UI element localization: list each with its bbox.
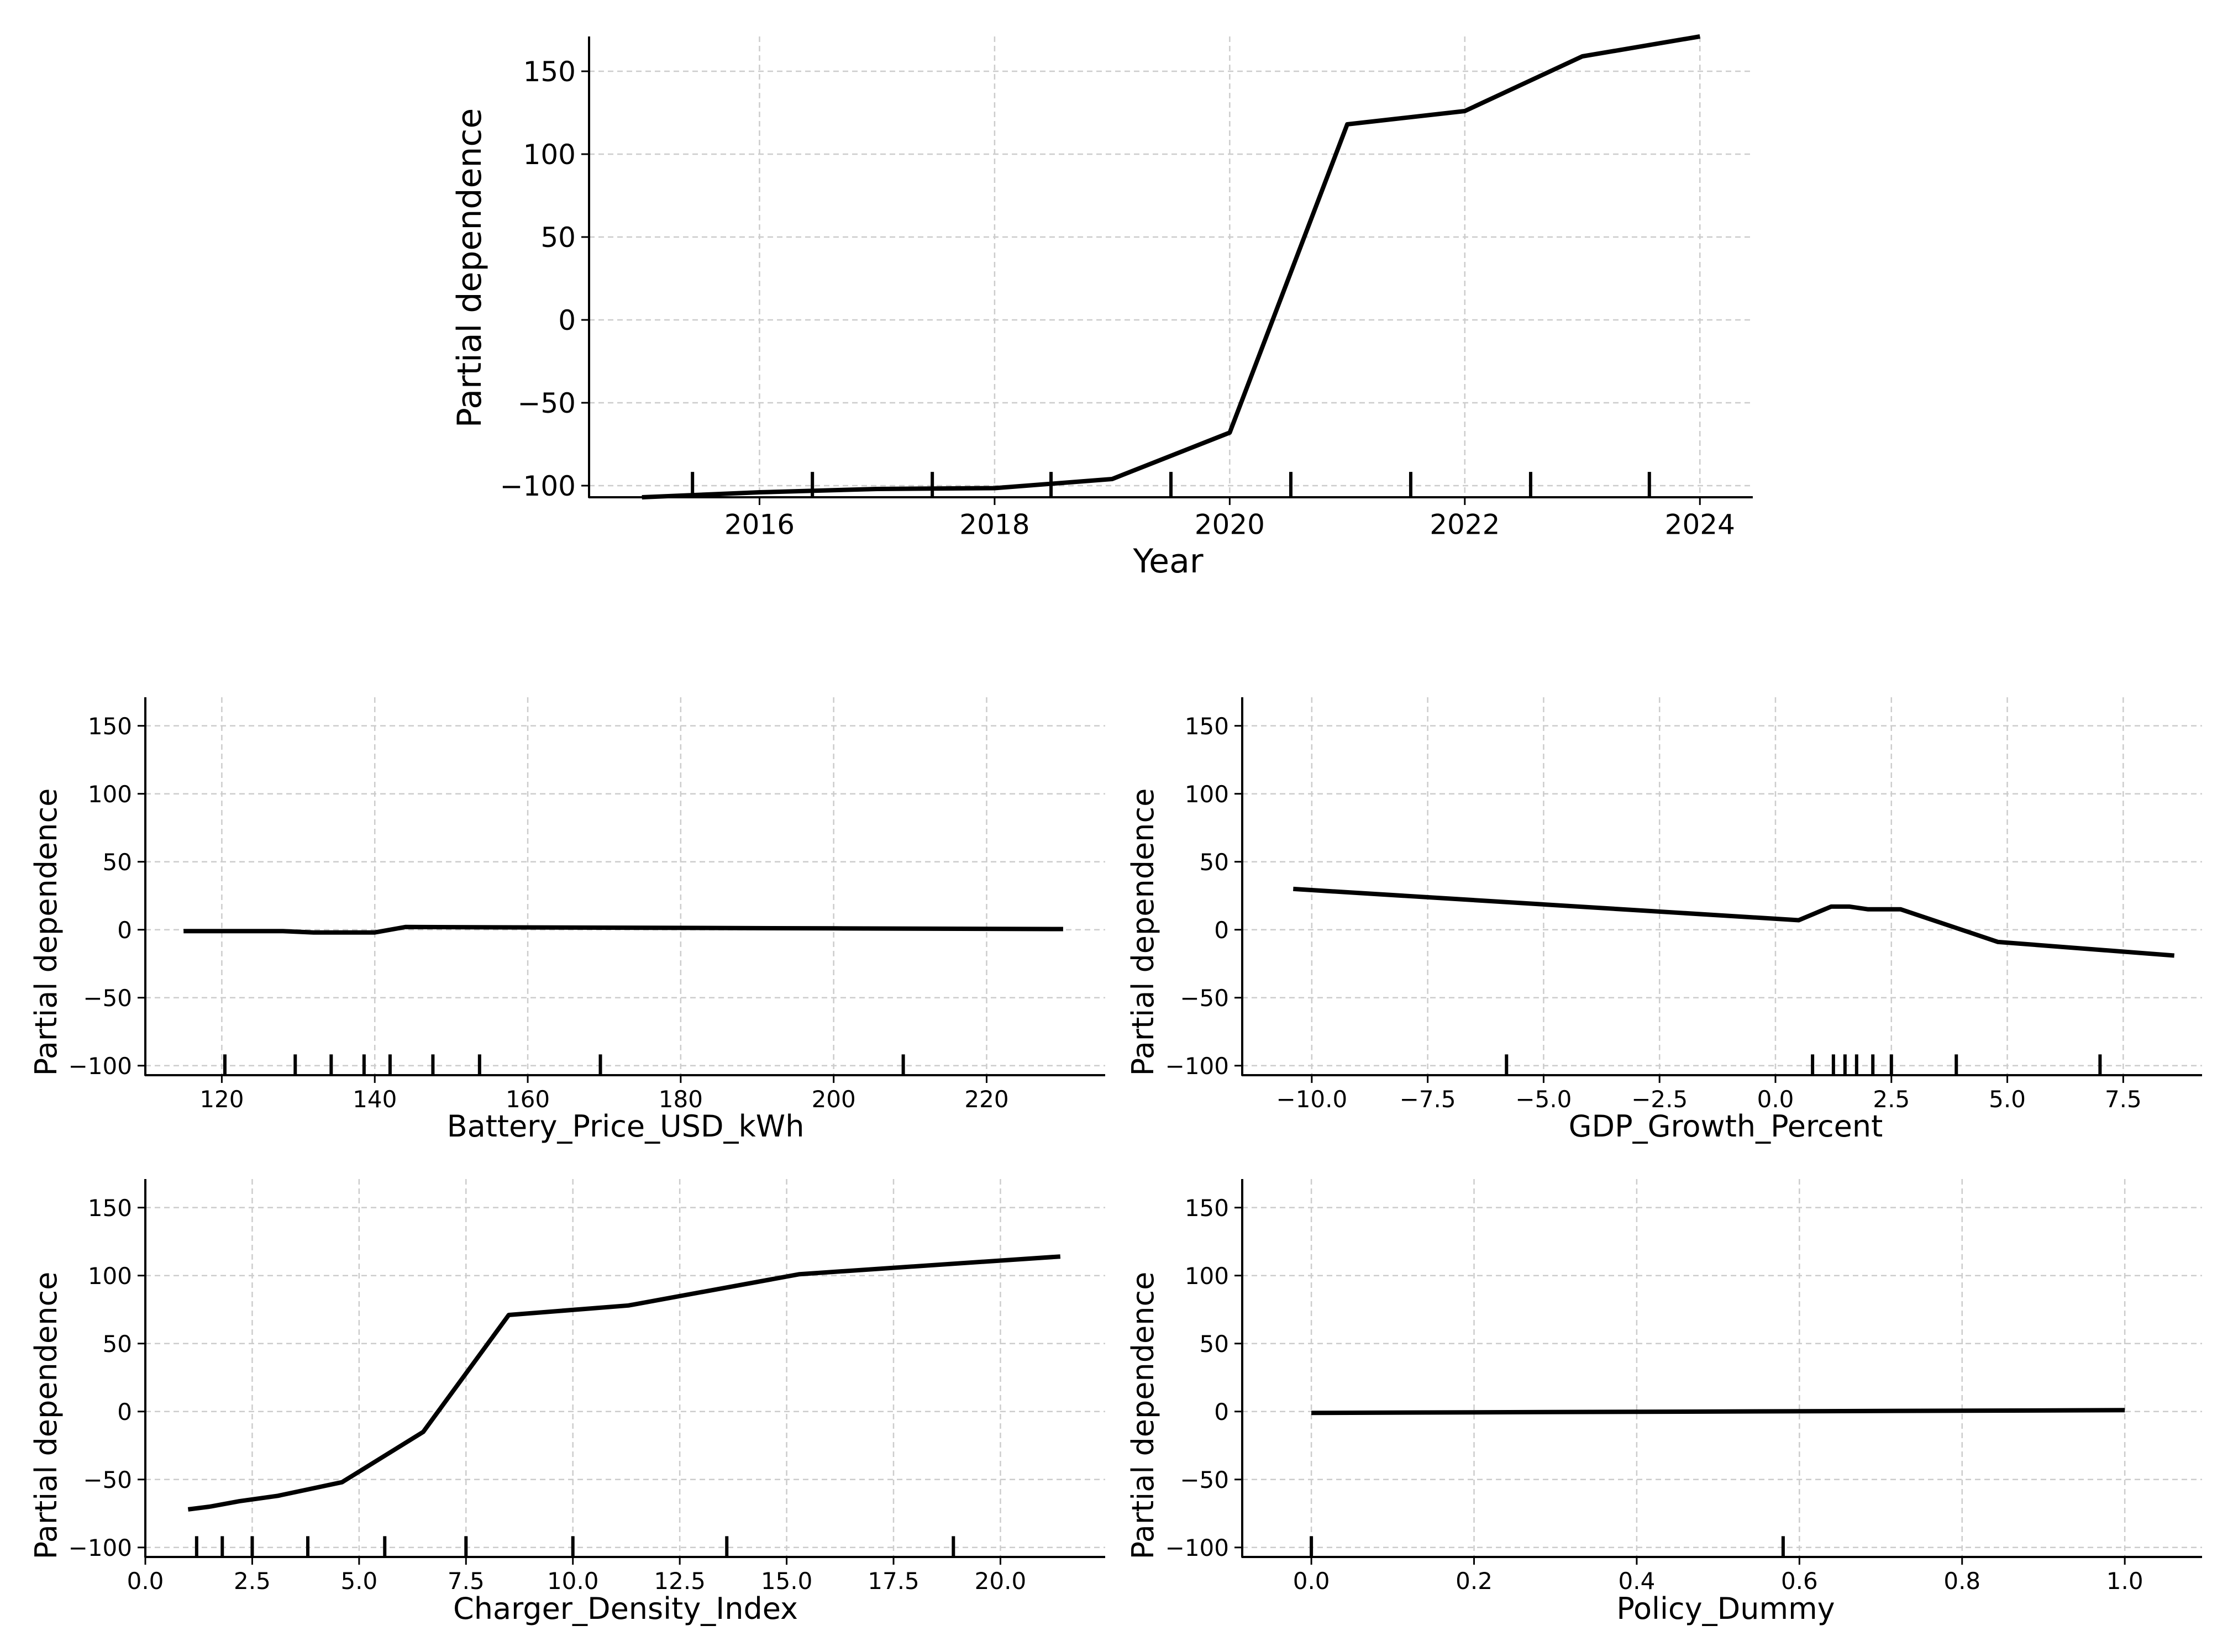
- y-tick-label: −100: [69, 1534, 132, 1561]
- x-tick-label: −2.5: [1631, 1086, 1688, 1113]
- y-tick-label: 0: [558, 304, 576, 336]
- x-tick-label: 0.8: [1943, 1567, 1980, 1595]
- x-tick-label: 160: [506, 1086, 550, 1113]
- panel-year: Year Partial dependence 2016 2018 2020 2022…: [450, 34, 1753, 581]
- y-tick-label: 100: [523, 139, 576, 171]
- pd-line: [642, 34, 1700, 499]
- pd-line: [183, 924, 1063, 935]
- x-tick-label: 140: [353, 1086, 397, 1113]
- y-tick-label: −50: [1180, 985, 1229, 1012]
- x-tick-label: 2.5: [234, 1567, 271, 1595]
- y-tick-label: −100: [69, 1053, 132, 1080]
- y-tick-label: −50: [1180, 1466, 1229, 1493]
- x-tick-label: 2024: [1665, 509, 1735, 541]
- y-tick-label: −50: [83, 985, 132, 1012]
- x-tick-label: 2018: [959, 509, 1029, 541]
- panel-gdp-growth: GDP_Growth_Percent Partial dependence −1…: [1126, 697, 2202, 1144]
- x-tick-label: 5.0: [1989, 1086, 2026, 1113]
- y-tick-label: 150: [523, 56, 576, 88]
- y-axis-label: Partial dependence: [1126, 1272, 1160, 1560]
- y-tick-label: 0: [117, 917, 132, 944]
- pd-line: [1311, 1408, 2125, 1416]
- x-axis-label: Charger_Density_Index: [453, 1591, 798, 1626]
- x-tick-label: 0.0: [127, 1567, 164, 1595]
- x-tick-label: 2022: [1430, 509, 1500, 541]
- y-tick-label: 0: [117, 1398, 132, 1425]
- y-tick-label: 150: [1185, 1195, 1229, 1222]
- y-tick-label: 50: [1200, 1330, 1229, 1358]
- x-tick-label: 7.5: [448, 1567, 485, 1595]
- x-tick-label: 15.0: [761, 1567, 813, 1595]
- x-tick-label: 7.5: [2105, 1086, 2142, 1113]
- x-axis-label: Battery_Price_USD_kWh: [447, 1109, 805, 1144]
- y-tick-label: −100: [1165, 1053, 1229, 1080]
- y-tick-label: 0: [1214, 1398, 1229, 1425]
- y-axis-label: Partial dependence: [29, 788, 64, 1076]
- y-tick-label: 50: [1200, 849, 1229, 876]
- x-tick-label: 1.0: [2106, 1567, 2143, 1595]
- y-tick-label: 100: [1185, 781, 1229, 808]
- x-tick-label: 0.0: [1293, 1567, 1330, 1595]
- pd-line: [1293, 886, 2175, 958]
- x-tick-label: 12.5: [654, 1567, 706, 1595]
- y-axis-label: Partial dependence: [29, 1272, 64, 1560]
- y-tick-label: 100: [1185, 1262, 1229, 1290]
- x-tick-label: −7.5: [1400, 1086, 1456, 1113]
- y-tick-label: 0: [1214, 917, 1229, 944]
- x-tick-label: 2020: [1195, 509, 1265, 541]
- y-tick-label: −100: [1165, 1534, 1229, 1561]
- x-tick-label: 17.5: [868, 1567, 920, 1595]
- y-axis-label: Partial dependence: [450, 108, 489, 428]
- x-tick-label: 180: [659, 1086, 703, 1113]
- y-tick-label: 50: [103, 1330, 132, 1358]
- panel-battery-price: Battery_Price_USD_kWh Partial dependence…: [29, 697, 1105, 1144]
- x-tick-label: 200: [812, 1086, 856, 1113]
- pd-line: [187, 1254, 1061, 1512]
- panel-policy-dummy: Policy_Dummy Partial dependence 0.0 0.2 0.…: [1126, 1179, 2202, 1626]
- panel-charger-density: Charger_Density_Index Partial dependence…: [29, 1179, 1105, 1626]
- x-tick-label: 220: [964, 1086, 1008, 1113]
- x-tick-label: 0.0: [1757, 1086, 1794, 1113]
- x-tick-label: 5.0: [340, 1567, 377, 1595]
- y-tick-label: 150: [1185, 713, 1229, 740]
- x-axis-label: GDP_Growth_Percent: [1569, 1109, 1883, 1144]
- y-tick-label: 150: [88, 1195, 132, 1222]
- y-tick-label: 150: [88, 713, 132, 740]
- x-tick-label: 2.5: [1873, 1086, 1910, 1113]
- x-tick-label: 0.4: [1619, 1567, 1656, 1595]
- x-tick-label: 20.0: [975, 1567, 1027, 1595]
- y-tick-label: 100: [88, 781, 132, 808]
- y-tick-label: −50: [83, 1466, 132, 1493]
- x-tick-label: −10.0: [1276, 1086, 1348, 1113]
- x-tick-label: 2016: [724, 509, 795, 541]
- y-tick-label: 50: [103, 849, 132, 876]
- y-tick-label: 50: [540, 222, 576, 254]
- x-axis-label: Policy_Dummy: [1616, 1591, 1835, 1626]
- y-tick-label: −100: [500, 470, 576, 502]
- x-tick-label: 0.2: [1456, 1567, 1493, 1595]
- x-tick-label: −5.0: [1515, 1086, 1572, 1113]
- x-tick-label: 120: [199, 1086, 244, 1113]
- x-axis-label: Year: [1132, 542, 1203, 581]
- x-tick-label: 0.6: [1781, 1567, 1818, 1595]
- y-tick-label: −50: [517, 387, 576, 419]
- x-tick-label: 10.0: [547, 1567, 599, 1595]
- y-axis-label: Partial dependence: [1126, 788, 1160, 1076]
- y-tick-label: 100: [88, 1262, 132, 1290]
